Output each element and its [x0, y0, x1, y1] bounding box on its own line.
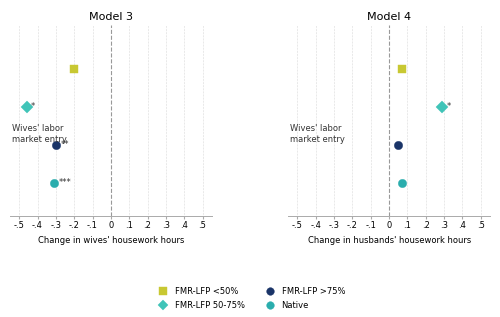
Text: **: ** [60, 140, 69, 149]
Text: ***: *** [58, 178, 71, 187]
Legend: FMR-LFP <50%, FMR-LFP 50-75%, FMR-LFP >75%, Native: FMR-LFP <50%, FMR-LFP 50-75%, FMR-LFP >7… [152, 284, 348, 313]
Text: Wives' labor
market entry: Wives' labor market entry [12, 124, 66, 144]
X-axis label: Change in husbands' housework hours: Change in husbands' housework hours [308, 236, 471, 245]
X-axis label: Change in wives' housework hours: Change in wives' housework hours [38, 236, 184, 245]
Title: Model 4: Model 4 [367, 12, 411, 22]
Text: Wives' labor
market entry: Wives' labor market entry [290, 124, 345, 144]
Text: *: * [447, 102, 451, 111]
Title: Model 3: Model 3 [89, 12, 133, 22]
Text: *: * [31, 102, 36, 111]
